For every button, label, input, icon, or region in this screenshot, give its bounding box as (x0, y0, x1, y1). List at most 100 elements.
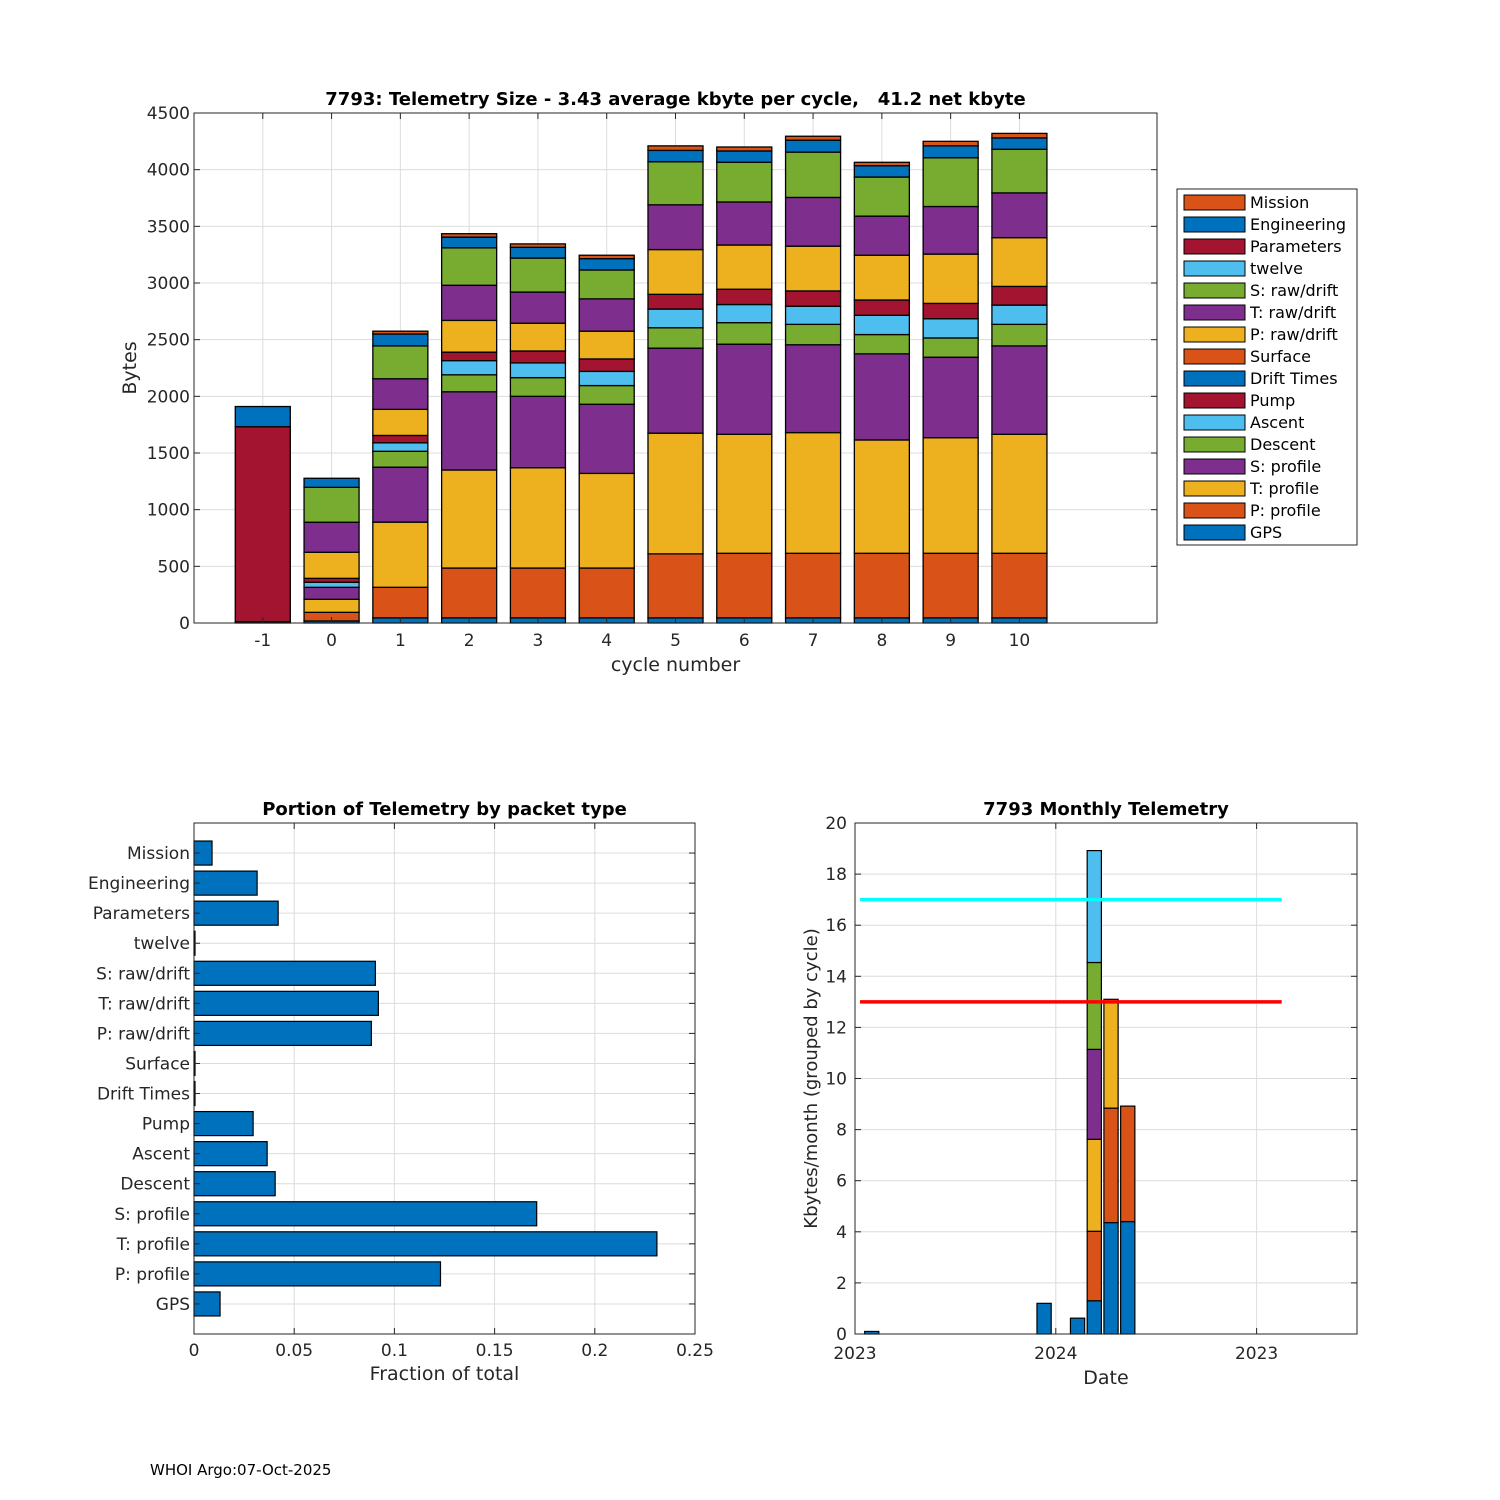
bar-segment (853, 254, 911, 301)
tick-label-y: 4500 (147, 104, 190, 124)
tick-label-x: 4 (601, 631, 612, 651)
legend-label: Engineering (1250, 215, 1346, 234)
tick-label-x: 0.1 (381, 1341, 408, 1361)
category-label: Mission (127, 844, 190, 864)
tick-label-y: 18 (825, 865, 847, 885)
bar-segment (578, 403, 635, 475)
bar-segment (784, 431, 842, 554)
bar-segment (303, 598, 360, 613)
bar-segment (303, 521, 360, 553)
bar-segment (1103, 1222, 1119, 1335)
bar-segment (303, 581, 360, 588)
tick-label-y: 20 (825, 814, 847, 834)
bar-segment (509, 467, 567, 569)
tick-label-x: 6 (739, 631, 750, 651)
tick-label-x: 10 (1009, 631, 1031, 651)
footer-credit: WHOI Argo:07-Oct-2025 (150, 1461, 332, 1479)
bar-segment (991, 304, 1048, 326)
bar-segment (784, 290, 842, 307)
tick-label-y: 4000 (147, 161, 190, 181)
bar-segment (991, 132, 1048, 139)
legend-swatch (1183, 282, 1246, 299)
tick-label-y: 2500 (147, 331, 190, 351)
bar-segment (922, 140, 979, 147)
tick-label-x: 2 (464, 631, 475, 651)
bar (193, 1141, 268, 1167)
bar-segment (303, 486, 360, 523)
bar-segment (991, 148, 1048, 194)
bar-segment (922, 157, 979, 208)
plot-frame (193, 822, 696, 1335)
bar-segment (509, 243, 567, 248)
tick-label-x: 0 (326, 631, 337, 651)
legend-label: GPS (1250, 523, 1282, 542)
tick-label-y: 1000 (147, 501, 190, 521)
category-label: Descent (120, 1175, 190, 1195)
bar-segment (853, 353, 911, 441)
bar-segment (509, 291, 567, 324)
legend-swatch (1183, 370, 1246, 387)
legend-label: P: raw/drift (1250, 325, 1338, 344)
bar-segment (578, 298, 635, 332)
bar-segment (647, 553, 704, 619)
bar-segment (509, 362, 567, 379)
tick-label-x: 1 (395, 631, 406, 651)
legend-swatch (1183, 348, 1246, 365)
tick-label-x: 0.05 (275, 1341, 313, 1361)
legend-label: S: raw/drift (1250, 281, 1338, 300)
y-axis-label: Kbytes/month (grouped by cycle) (801, 928, 822, 1228)
bar-segment (578, 370, 635, 387)
bar-segment (991, 323, 1048, 347)
bar-segment (440, 469, 498, 569)
tick-label-x: 2023 (1235, 1344, 1278, 1364)
tick-label-x: 2024 (1034, 1344, 1077, 1364)
bar-segment (853, 439, 911, 554)
category-label: Ascent (132, 1145, 190, 1165)
bar-segment (922, 205, 979, 255)
x-axis-label: Date (1083, 1367, 1128, 1389)
bar-segment (853, 215, 911, 256)
legend-swatch (1183, 260, 1246, 277)
bar-segment (853, 333, 911, 355)
bar-segment (1103, 1107, 1119, 1224)
bar-segment (991, 345, 1048, 435)
bar-segment (716, 303, 773, 324)
legend-swatch (1183, 414, 1246, 431)
bar-segment (716, 433, 773, 554)
x-axis-label: Fraction of total (370, 1363, 520, 1385)
bar-segment (234, 405, 291, 428)
bar (193, 960, 376, 986)
bar-segment (784, 552, 842, 619)
bar-segment (1103, 998, 1119, 1109)
bar-segment (716, 201, 773, 246)
tick-label-y: 1500 (147, 444, 190, 464)
bar-segment (853, 552, 911, 619)
bar-segment (440, 391, 498, 471)
bar-segment (853, 299, 911, 316)
bar-segment (1086, 961, 1102, 1050)
bar-segment (372, 434, 429, 444)
tick-label-y: 6 (836, 1172, 847, 1192)
bar-segment (578, 358, 635, 373)
bar-segment (647, 432, 704, 555)
bar-segment (784, 135, 842, 141)
tick-label-y: 2 (836, 1274, 847, 1294)
legend-swatch (1183, 194, 1246, 211)
bar (193, 870, 258, 896)
category-label: S: profile (114, 1205, 190, 1225)
category-label: S: raw/drift (96, 964, 190, 984)
tick-label-x: 0.15 (476, 1341, 514, 1361)
category-label: Parameters (93, 904, 190, 924)
bar-segment (922, 437, 979, 554)
bar-segment (991, 285, 1048, 306)
chart-title: 7793: Telemetry Size - 3.43 average kbyt… (325, 89, 1025, 110)
bar-segment (440, 351, 498, 362)
bar-segment (784, 323, 842, 346)
bar-segment (578, 254, 635, 260)
tick-label-x: -1 (254, 631, 271, 651)
legend-label: S: profile (1250, 457, 1321, 476)
bar-segment (922, 318, 979, 339)
tick-label-x: 3 (533, 631, 544, 651)
bar-segment (853, 314, 911, 336)
